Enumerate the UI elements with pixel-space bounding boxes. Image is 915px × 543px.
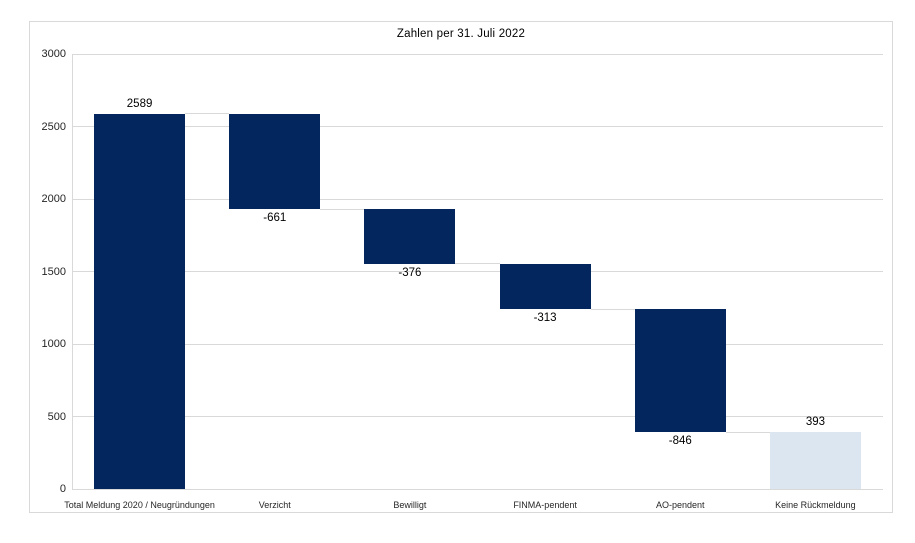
waterfall-bar <box>364 209 456 264</box>
y-tick-label: 500 <box>47 410 66 423</box>
gridline <box>72 343 883 345</box>
data-label: 393 <box>805 416 825 428</box>
y-tick-label: 2500 <box>41 120 66 133</box>
connector-line <box>455 263 500 265</box>
data-label: 2589 <box>126 97 153 110</box>
waterfall-bar <box>634 309 726 432</box>
connector-line <box>185 113 230 115</box>
waterfall-bar <box>229 113 321 210</box>
data-label: -661 <box>263 212 287 225</box>
x-tick-label: AO-pendent <box>655 500 705 510</box>
x-tick-label: FINMA-pendent <box>513 500 577 510</box>
y-axis-line <box>72 54 73 489</box>
waterfall-bar <box>769 432 861 489</box>
x-tick-label: Verzicht <box>258 500 291 510</box>
gridline <box>72 53 883 55</box>
y-tick-label: 1500 <box>41 265 66 278</box>
data-label: -846 <box>668 435 692 447</box>
waterfall-bar <box>499 263 591 310</box>
waterfall-bar <box>94 113 186 489</box>
chart-title: Zahlen per 31. Juli 2022 <box>396 28 526 40</box>
connector-line <box>320 208 365 210</box>
x-tick-label: Bewilligt <box>393 500 427 510</box>
x-tick-label: Keine Rückmeldung <box>775 500 856 510</box>
gridline <box>72 126 883 127</box>
y-tick-label: 2000 <box>41 193 66 205</box>
y-tick-label: 0 <box>59 483 66 495</box>
x-tick-label: Total Meldung 2020 / Neugründungen <box>64 500 215 510</box>
connector-line <box>590 308 635 310</box>
chart-frame: Zahlen per 31. Juli 2022 2589 -661 -376 -31… <box>29 21 893 513</box>
gridline <box>72 488 883 490</box>
connector-line <box>725 431 770 433</box>
data-label: -376 <box>398 266 422 279</box>
y-tick-label: 1000 <box>41 338 66 350</box>
gridline <box>72 271 883 272</box>
plot-area: 2589 -661 -376 -313 -846 393 <box>72 53 883 490</box>
gridline <box>72 416 883 417</box>
gridline <box>72 198 883 200</box>
data-label: -313 <box>533 312 557 325</box>
y-tick-label: 3000 <box>41 48 66 60</box>
